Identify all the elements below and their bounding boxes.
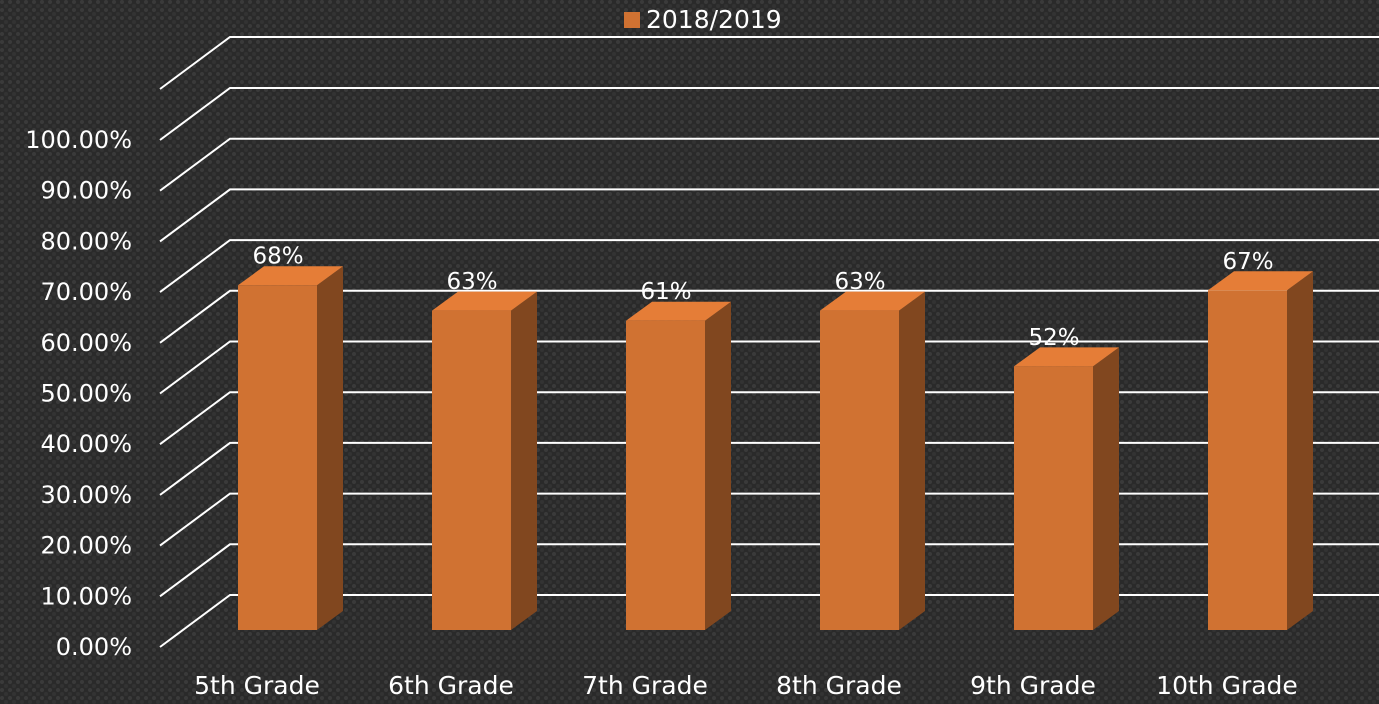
legend-label: 2018/2019: [646, 5, 782, 34]
bar-top: [238, 266, 343, 286]
grid-line: [159, 441, 1379, 496]
bar-front: [1208, 290, 1287, 630]
x-tick-label: 9th Grade: [970, 671, 1096, 700]
grid-line: [159, 87, 1379, 141]
bar-side: [899, 291, 925, 630]
data-label: 68%: [252, 244, 303, 270]
grid-line: [159, 188, 1379, 243]
bar-side: [1287, 271, 1313, 630]
y-tick-label: 90.00%: [40, 177, 132, 205]
bar-top: [1014, 347, 1119, 367]
x-tick-label: 7th Grade: [582, 671, 708, 700]
grid-line: [159, 594, 1379, 648]
bar-side: [511, 291, 537, 630]
bar: [238, 266, 343, 630]
grid-line: [159, 543, 1379, 598]
y-tick-label: 100.00%: [25, 126, 132, 154]
frame-line: [159, 36, 1379, 90]
bar-top: [626, 301, 731, 321]
bar-front: [626, 320, 705, 630]
bar-front: [238, 285, 317, 630]
bar-top: [1208, 271, 1313, 291]
x-tick-label: 8th Grade: [776, 671, 902, 700]
bar: [626, 301, 731, 630]
bar-front: [1014, 366, 1093, 630]
grid-line: [159, 239, 1379, 293]
y-tick-label: 40.00%: [40, 430, 132, 458]
y-tick-label: 10.00%: [40, 582, 132, 610]
bar: [820, 291, 925, 630]
bar: [1014, 347, 1119, 630]
grid-line: [159, 137, 1379, 192]
bar-side: [317, 266, 343, 630]
grid-line: [159, 289, 1379, 344]
bar-top: [820, 291, 925, 311]
grid-line: [159, 340, 1379, 395]
y-tick-label: 80.00%: [40, 227, 132, 255]
x-tick-label: 5th Grade: [194, 671, 320, 700]
grid-line: [159, 391, 1379, 446]
y-tick-label: 60.00%: [40, 329, 132, 357]
y-tick-label: 30.00%: [40, 481, 132, 509]
grid-line: [159, 492, 1379, 547]
bar-front: [432, 310, 511, 630]
x-tick-label: 6th Grade: [388, 671, 514, 700]
data-label: 63%: [834, 269, 885, 295]
data-label: 61%: [640, 279, 691, 305]
bar: [432, 291, 537, 630]
y-tick-label: 0.00%: [56, 633, 132, 661]
x-tick-label: 10th Grade: [1156, 671, 1298, 700]
bar-top: [432, 291, 537, 311]
y-tick-label: 50.00%: [40, 380, 132, 408]
bar-front: [820, 310, 899, 630]
data-label: 63%: [446, 269, 497, 295]
data-label: 67%: [1222, 249, 1273, 275]
bar-side: [705, 301, 731, 630]
y-tick-label: 20.00%: [40, 532, 132, 560]
data-label: 52%: [1028, 325, 1079, 351]
y-tick-label: 70.00%: [40, 278, 132, 306]
legend-swatch: [624, 12, 640, 28]
bar: [1208, 271, 1313, 630]
bar-side: [1093, 347, 1119, 630]
